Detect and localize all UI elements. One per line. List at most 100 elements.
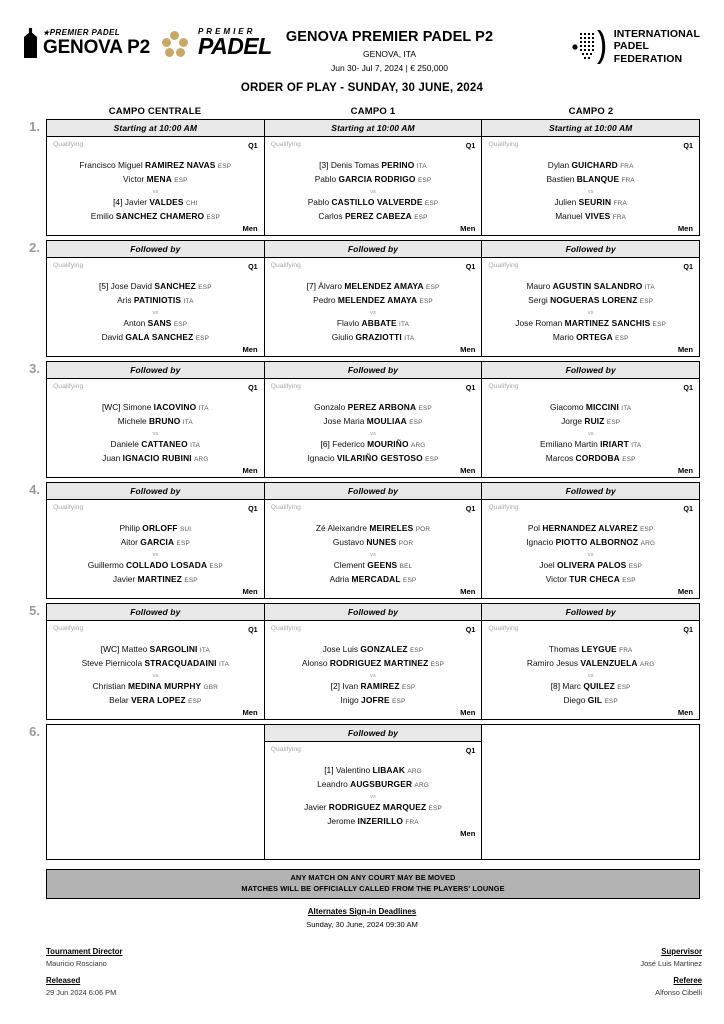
match-event-label: Qualifying: [53, 383, 84, 390]
player-nationality: ESP: [195, 335, 210, 343]
match-time-header: Followed by: [264, 362, 482, 379]
player-nationality: ITA: [399, 320, 410, 328]
match-cell: Starting at 10:00 AM Qualifying Q1 Dylan GU…: [481, 119, 701, 236]
player-line: Victor TUR CHECA ESP: [488, 573, 693, 587]
player-line: Flavio ABBATE ITA: [271, 317, 476, 331]
player-last-name: BLANQUE: [576, 174, 620, 185]
match-round-label: Q1: [683, 141, 694, 150]
player-last-name: MELENDEZ AMAYA: [344, 281, 424, 291]
player-first-name: Gustavo: [332, 537, 365, 548]
row-number: 4.: [29, 482, 40, 497]
order-of-play-grid: 1. Starting at 10:00 AM Qualifying Q1 Franci…: [0, 119, 724, 860]
player-nationality: ESP: [615, 335, 629, 343]
match-time-header: Starting at 10:00 AM: [47, 120, 264, 137]
match-time-header: Starting at 10:00 AM: [482, 120, 700, 137]
player-line: Jose Roman MARTINEZ SANCHIS ESP: [488, 317, 693, 331]
player-nationality: ESP: [174, 177, 188, 185]
page-header: ★PREMIER PADEL GENOVA P2 PREMIER PADEL G…: [0, 0, 724, 73]
player-line: Gustavo NUNES POR: [271, 536, 476, 550]
player-first-name: Emiliano Martin: [540, 438, 598, 449]
player-nationality: ITA: [182, 419, 193, 427]
fip-line-1: INTERNATIONAL: [613, 28, 700, 40]
match-body: Qualifying Q1 [1] Valentino LIBAAK ARG Lean…: [265, 742, 482, 840]
player-line: Jose Maria MOULIAA ESP: [271, 415, 476, 429]
signature-block: Tournament Director Mauricio Rosciano Re…: [46, 947, 702, 997]
player-line: Mario ORTEGA ESP: [488, 331, 693, 345]
match-players: Gonzalo PEREZ ARBONA ESP Jose Maria MOULI…: [271, 401, 476, 467]
player-nationality: ESP: [604, 698, 618, 706]
notice-banner: ANY MATCH ON ANY COURT MAY BE MOVED MATC…: [46, 869, 700, 899]
player-nationality: ESP: [425, 456, 439, 464]
player-nationality: FRA: [405, 819, 419, 827]
supervisor-label: Supervisor: [661, 947, 702, 956]
player-seed: [2]: [330, 680, 340, 691]
vs-separator: vs: [370, 188, 376, 195]
event-logo-name: GENOVA P2: [43, 37, 150, 58]
player-nationality: CHI: [185, 199, 198, 207]
player-first-name: David: [101, 332, 123, 343]
notice-line-2: MATCHES WILL BE OFFICIALLY CALLED FROM T…: [241, 883, 505, 893]
player-last-name: JOFRE: [361, 695, 390, 706]
match-players: [1] Valentino LIBAAK ARG Leandro AUGSBURG…: [271, 764, 476, 830]
vs-separator: vs: [152, 430, 159, 437]
player-first-name: Simone: [122, 402, 152, 412]
player-last-name: NUNES: [366, 537, 397, 548]
event-logo: ★PREMIER PADEL GENOVA P2 PREMIER PADEL: [24, 28, 272, 58]
alternates-deadline: Sunday, 30 June, 2024 09:30 AM: [306, 920, 418, 929]
match-time-header: Followed by: [47, 604, 264, 621]
player-first-name: Philip: [119, 523, 140, 533]
player-seed: [WC]: [100, 644, 120, 654]
referee-label: Referee: [673, 976, 702, 985]
vs-separator: vs: [587, 309, 594, 316]
player-line: Jerome INZERILLO FRA: [271, 815, 476, 829]
player-line: Philip ORLOFF SUI: [53, 522, 258, 536]
match-body: Qualifying Q1 Zé Aleixandre MEIRELES POR Gu…: [265, 500, 482, 598]
player-first-name: Marc: [562, 680, 581, 691]
player-line: Gonzalo PEREZ ARBONA ESP: [271, 401, 476, 415]
player-nationality: ARG: [414, 782, 429, 790]
player-line: Pablo GARCIA RODRIGO ESP: [271, 173, 476, 187]
match-gender-label: Men: [242, 708, 258, 717]
player-last-name: PIOTTO ALBORNOZ: [555, 537, 639, 548]
player-first-name: Federico: [332, 438, 365, 449]
player-last-name: RAMIREZ NAVAS: [145, 160, 216, 170]
row-number: 2.: [29, 240, 40, 255]
signature-left: Tournament Director Mauricio Rosciano Re…: [46, 947, 123, 997]
player-first-name: Pol: [527, 523, 540, 533]
match-players: Jose Luis GONZALEZ ESP Alonso RODRIGUEZ M…: [271, 643, 476, 709]
match-round-label: Q1: [465, 625, 476, 634]
match-players: Francisco Miguel RAMIREZ NAVAS ESP Victor…: [53, 159, 258, 225]
player-nationality: ITA: [199, 647, 210, 654]
player-last-name: GARCIA: [140, 537, 175, 548]
match-event-label: Qualifying: [53, 625, 84, 632]
player-last-name: VIVES: [585, 211, 611, 222]
match-event-label: Qualifying: [270, 383, 301, 390]
match-round-label: Q1: [248, 141, 258, 150]
player-nationality: ESP: [424, 199, 439, 207]
player-nationality: ESP: [417, 177, 432, 185]
match-body: Qualifying Q1 Jose Luis GONZALEZ ESP Alonso…: [265, 621, 482, 719]
match-event-label: Qualifying: [488, 383, 519, 390]
player-line: [7] Álvaro MELENDEZ AMAYA ESP: [271, 280, 476, 294]
player-last-name: ORTEGA: [576, 332, 613, 343]
player-nationality: ARG: [407, 768, 422, 775]
player-line: Ignacio VILARIÑO GESTOSO ESP: [271, 452, 476, 466]
player-first-name: Julien: [554, 196, 577, 207]
player-line: [3] Denis Tomas PERINO ITA: [271, 159, 476, 173]
player-first-name: Aris: [117, 295, 132, 306]
player-first-name: Pablo: [314, 174, 337, 185]
player-last-name: MENA: [146, 174, 172, 185]
player-seed: [8]: [550, 680, 561, 691]
match-meta: Qualifying Q1: [271, 625, 476, 634]
vs-separator: vs: [370, 793, 376, 800]
match-time-header: Followed by: [482, 604, 700, 621]
player-seed: [3]: [319, 160, 329, 170]
match-body: Qualifying Q1 Gonzalo PEREZ ARBONA ESP Jose…: [265, 379, 482, 477]
player-nationality: FRA: [620, 163, 634, 170]
player-last-name: COLLADO LOSADA: [125, 559, 208, 570]
match-players: [WC] Matteo SARGOLINI ITA Steve Piernicol…: [53, 643, 258, 709]
player-first-name: Manuel: [555, 211, 583, 222]
vs-separator: vs: [587, 430, 594, 437]
player-last-name: SANCHEZ: [154, 281, 196, 291]
match-round-label: Q1: [683, 504, 694, 513]
